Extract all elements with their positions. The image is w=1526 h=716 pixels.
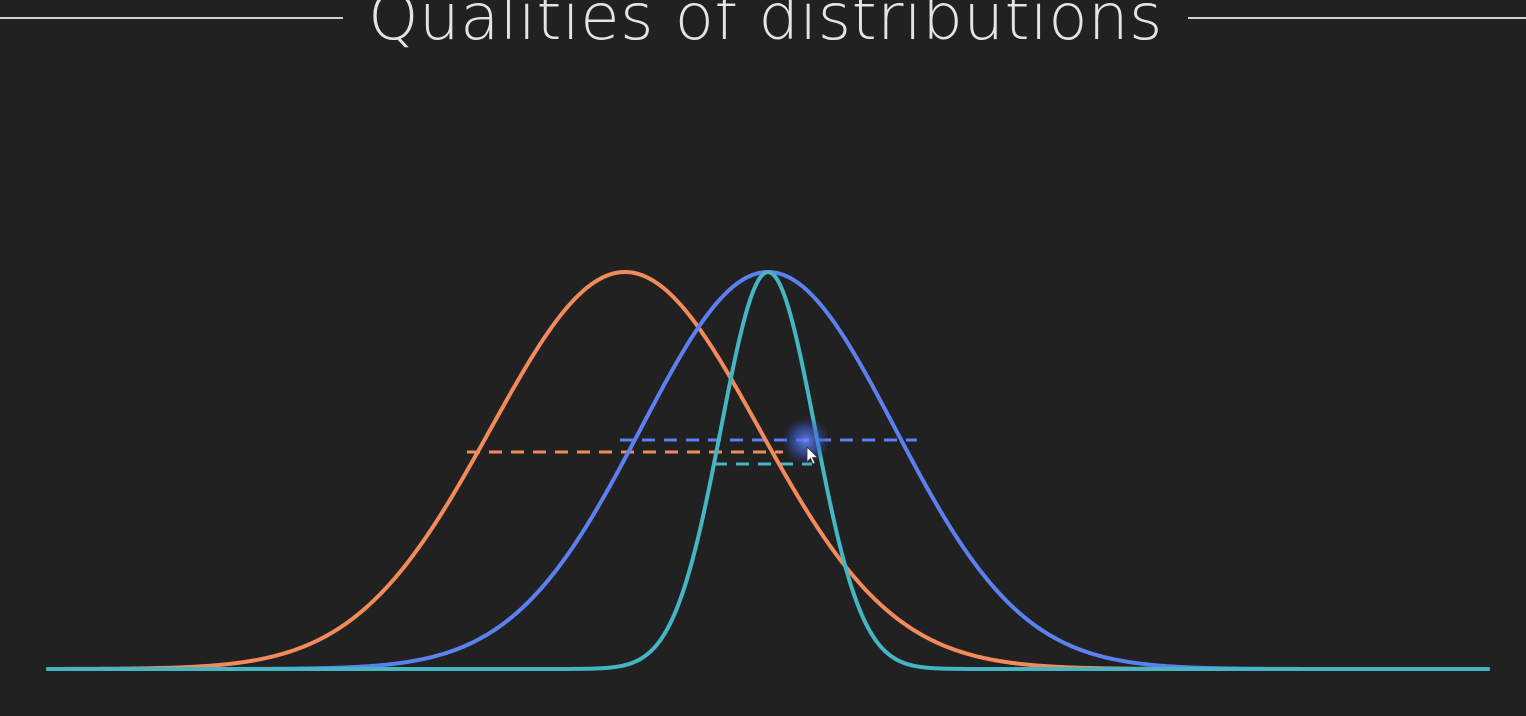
blue-distribution-curve — [46, 269, 1490, 671]
title-rule-left — [0, 17, 343, 19]
distribution-curves — [46, 269, 1490, 671]
teal-distribution-curve — [46, 269, 1490, 671]
slide-title: Qualities of distributions — [368, 0, 1163, 55]
half-width-lines — [467, 438, 917, 466]
orange-distribution-curve — [46, 270, 1490, 671]
title-rule-right — [1188, 17, 1526, 19]
pointer-arrow-icon — [782, 417, 830, 465]
